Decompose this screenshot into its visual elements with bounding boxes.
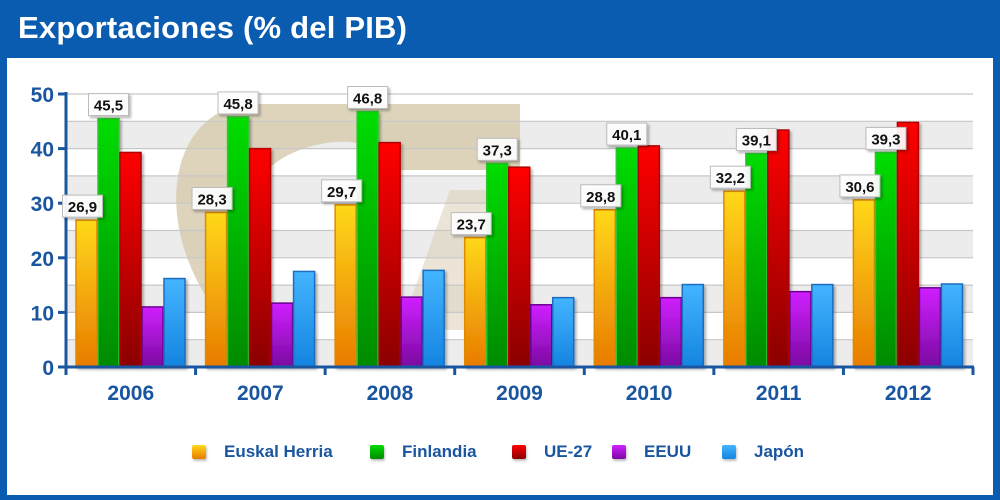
svg-text:28,8: 28,8 (586, 189, 615, 206)
y-tick-label: 0 (42, 357, 54, 380)
data-label: 39,3 (865, 126, 907, 150)
svg-text:45,8: 45,8 (223, 96, 252, 113)
data-label: 45,8 (217, 91, 259, 115)
data-label: 37,3 (476, 137, 518, 161)
legend-swatch (722, 445, 736, 459)
bar-euskal-herria-2008 (334, 204, 357, 368)
svg-text:29,7: 29,7 (327, 184, 356, 201)
bar-jap-n-2009 (551, 296, 575, 368)
chart-header: Exportaciones (% del PIB) (0, 0, 1000, 58)
bar-ue-27-2008 (378, 141, 401, 368)
bar-eeuu-2007 (270, 302, 294, 368)
data-label: 45,5 (88, 93, 129, 117)
bar-euskal-herria-2009 (463, 236, 487, 368)
legend-label: Finlandia (402, 442, 477, 461)
y-tick-label: 20 (31, 248, 54, 271)
y-tick-label: 10 (31, 302, 54, 325)
bar-jap-n-2007 (292, 270, 316, 368)
bar-ue-27-2012 (896, 121, 920, 368)
x-tick-label: 2006 (107, 382, 154, 405)
svg-text:39,1: 39,1 (742, 133, 771, 150)
legend-label: EEUU (644, 442, 692, 461)
y-tick-label: 40 (31, 139, 54, 162)
bar-jap-n-2012 (940, 283, 964, 368)
x-tick-label: 2008 (367, 382, 414, 405)
svg-text:30,6: 30,6 (845, 179, 874, 196)
axes: 0 10 20 30 40 50 2006 2007 2008 2009 2010 2011 2012 (31, 84, 975, 405)
bar-jap-n-2008 (422, 269, 445, 368)
legend: Euskal Herria Finlandia UE-27 EEUU Japón (0, 440, 1000, 464)
bar-ue-27-2006 (119, 151, 142, 368)
legend-item: Finlandia (370, 440, 477, 464)
legend-item: EEUU (612, 440, 691, 464)
bar-euskal-herria-2007 (204, 211, 228, 368)
bar-jap-n-2010 (681, 283, 705, 368)
bar-euskal-herria-2006 (75, 219, 98, 368)
bar-ue-27-2010 (637, 145, 661, 368)
bar-finlandia-2010 (615, 147, 639, 368)
bar-euskal-herria-2010 (593, 209, 617, 368)
bar-euskal-herria-2011 (723, 190, 746, 368)
y-tick-label: 50 (31, 84, 54, 107)
data-label: 23,7 (450, 212, 492, 236)
x-tick-label: 2009 (496, 382, 543, 405)
x-tick-label: 2011 (756, 382, 802, 405)
bar-eeuu-2011 (789, 290, 812, 368)
data-label: 40,1 (606, 122, 648, 146)
bars (75, 110, 964, 368)
svg-text:32,2: 32,2 (716, 170, 745, 187)
legend-label: Japón (754, 442, 805, 461)
svg-text:23,7: 23,7 (457, 217, 486, 234)
svg-text:39,3: 39,3 (871, 131, 900, 148)
legend-swatch (512, 445, 526, 459)
svg-text:40,1: 40,1 (612, 127, 641, 144)
bar-finlandia-2008 (356, 110, 379, 368)
legend-label: UE-27 (544, 442, 593, 461)
legend-label: Euskal Herria (224, 442, 333, 461)
bar-ue-27-2007 (248, 147, 272, 368)
x-tick-label: 2010 (626, 382, 673, 405)
bar-eeuu-2008 (400, 296, 423, 368)
bar-finlandia-2009 (485, 162, 509, 368)
svg-text:37,3: 37,3 (483, 142, 512, 159)
bar-euskal-herria-2012 (852, 199, 876, 368)
svg-text:28,3: 28,3 (197, 191, 226, 208)
legend-item: Japón (722, 440, 804, 464)
chart-title: Exportaciones (% del PIB) (18, 10, 408, 45)
bar-jap-n-2011 (811, 283, 834, 368)
data-label: 30,6 (839, 174, 881, 198)
legend-item: UE-27 (512, 440, 592, 464)
legend-swatch (612, 445, 626, 459)
bar-ue-27-2009 (507, 166, 531, 368)
data-label: 32,2 (709, 165, 751, 189)
data-label: 39,1 (735, 128, 777, 152)
bar-finlandia-2006 (97, 117, 120, 368)
data-label: 28,8 (580, 184, 622, 208)
legend-item: Euskal Herria (192, 440, 333, 464)
legend-swatch (192, 445, 206, 459)
y-tick-label: 30 (31, 193, 54, 216)
bar-eeuu-2010 (659, 296, 683, 368)
bar-eeuu-2006 (141, 306, 164, 368)
data-label: 28,3 (191, 186, 233, 210)
bar-eeuu-2009 (529, 304, 553, 368)
data-labels: 26,9 45,5 28,3 45,8 29,7 46,8 23,7 37,3 28,8 40,1… (62, 85, 907, 236)
data-label: 26,9 (62, 194, 103, 218)
data-label: 46,8 (347, 85, 389, 109)
data-label: 29,7 (321, 179, 363, 203)
bar-ue-27-2011 (767, 129, 790, 368)
bar-eeuu-2012 (918, 287, 942, 368)
x-tick-label: 2012 (885, 382, 932, 405)
x-tick-label: 2007 (237, 382, 284, 405)
svg-text:26,9: 26,9 (68, 199, 97, 216)
svg-text:46,8: 46,8 (353, 90, 382, 107)
legend-swatch (370, 445, 384, 459)
bar-finlandia-2007 (226, 116, 250, 368)
svg-text:45,5: 45,5 (94, 98, 123, 115)
bar-jap-n-2006 (163, 277, 186, 368)
